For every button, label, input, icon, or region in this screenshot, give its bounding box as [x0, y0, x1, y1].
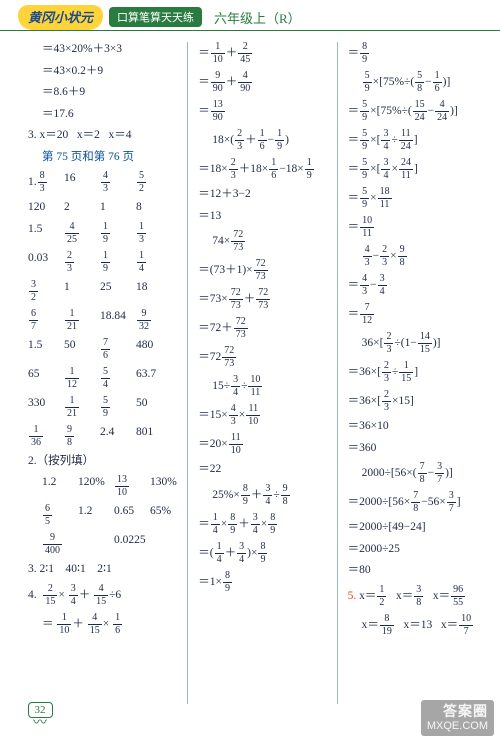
c2-eq: ＝18×23＋18×16−18×19	[198, 158, 336, 181]
grid-row: 67 121 18.84 932	[28, 309, 187, 332]
watermark: 答案圈 MXQE.COM	[421, 700, 494, 736]
c2-eq: 74×7273	[198, 230, 336, 253]
page-body: ＝43×20%＋3×3 ＝43×0.2＋9 ＝8.6＋9 ＝17.6 3. x＝…	[0, 34, 500, 704]
page-header: 黄冈小状元 口算笔算天天练 六年级上（R）	[0, 0, 500, 34]
c2-eq: ＝990＋490	[198, 71, 336, 94]
grid-row: 330 121 59 50	[28, 396, 187, 419]
c3-eq: ＝2000÷[56×78−56×37]	[348, 491, 486, 514]
item-3: 3. 2∶1 40∶1 2∶1	[28, 562, 187, 578]
grid-row: 120218	[28, 200, 187, 216]
item-number: 3.	[28, 563, 37, 575]
grid-row: 1.5 425 19 13	[28, 222, 187, 245]
c3-eq: ＝43−34	[348, 274, 486, 297]
c3-eq: ＝1011	[348, 216, 486, 239]
item-5: 5. x＝12 x＝38 x＝9655	[348, 585, 486, 608]
header-underline	[0, 30, 500, 31]
item-number: 5.	[348, 590, 357, 602]
c2-eq: ＝110＋245	[198, 42, 336, 65]
c3-eq: ＝2000÷25	[348, 542, 486, 558]
c3-eq: 59×[75%÷(58−16)]	[348, 71, 486, 94]
grid-row: 65 112 54 63.7	[28, 367, 187, 390]
column-3: ＝89 59×[75%÷(58−16)] ＝59×[75%÷(1524−424)…	[337, 42, 486, 704]
column-2: ＝110＋245 ＝990＋490 ＝1390 18×(23＋16−19) ＝1…	[187, 42, 336, 704]
grid-row: 1.2120% 1310 130%	[28, 475, 187, 498]
page-number: 32 〰	[20, 700, 60, 728]
grid-row: 65 1.20.6565%	[28, 504, 187, 527]
c2-eq: ＝22	[198, 462, 336, 478]
watermark-url: MXQE.COM	[427, 720, 488, 732]
page-ref: 第 75 页和第 76 页	[28, 150, 187, 166]
c3-eq: ＝59×1811	[348, 187, 486, 210]
series-title: 黄冈小状元	[18, 5, 103, 30]
c2-eq: 18×(23＋16−19)	[198, 129, 336, 152]
c3-eq: ＝59×[34×2411]	[348, 158, 486, 181]
grid-row: 32 12518	[28, 280, 187, 303]
c2-eq: ＝727273	[198, 346, 336, 369]
grid-row: 1.550 76 480	[28, 338, 187, 361]
c1-eq: ＝ 110＋ 415× 16	[28, 613, 187, 636]
c1-eq: ＝8.6＋9	[28, 85, 187, 101]
c3-eq: ＝59×[34÷1124]	[348, 129, 486, 152]
c2-eq: ＝1390	[198, 100, 336, 123]
c3-eq: ＝2000÷[49−24]	[348, 520, 486, 536]
c3-eq: 2000÷[56×(78−37)]	[348, 462, 486, 485]
c3-eq: ＝36×10	[348, 419, 486, 435]
c3-eq: ＝36×[23÷115]	[348, 361, 486, 384]
c3-eq: 36×[23÷(1−1415)]	[348, 332, 486, 355]
c1-eq: ＝17.6	[28, 107, 187, 123]
c1-p3: 3. x＝20 x＝2 x＝4	[28, 128, 187, 144]
item-number: 4.	[28, 589, 37, 601]
c2-eq: ＝(73＋1)×7273	[198, 259, 336, 282]
c3-eq: ＝36×[23×15]	[348, 390, 486, 413]
watermark-brand: 答案圈	[427, 703, 488, 720]
c2-eq: ＝14×89＋34×89	[198, 513, 336, 536]
c2-eq: ＝13	[198, 209, 336, 225]
grid-row: 1.83 16 43 52	[28, 171, 187, 194]
c2-eq: 15÷34÷1011	[198, 375, 336, 398]
grade-label: 六年级上（R）	[214, 8, 301, 27]
c2-eq: ＝12＋3−2	[198, 187, 336, 203]
c2-eq: ＝1×89	[198, 571, 336, 594]
item-number: 3.	[28, 129, 37, 141]
c2-eq: 25%×89＋34÷98	[198, 484, 336, 507]
c3-eq: ＝59×[75%÷(1524−424)]	[348, 100, 486, 123]
val: x＝2	[77, 129, 100, 141]
item-number: 1.	[28, 176, 37, 188]
val: x＝4	[109, 129, 132, 141]
c2-eq: ＝72＋7273	[198, 317, 336, 340]
val: 16	[64, 171, 100, 194]
c2-eq: ＝73×7273＋7273	[198, 288, 336, 311]
item-2-label: 2.（按列填）	[28, 454, 187, 470]
column-1: ＝43×20%＋3×3 ＝43×0.2＋9 ＝8.6＋9 ＝17.6 3. x＝…	[28, 42, 187, 704]
c3-eq: ＝712	[348, 303, 486, 326]
page-ornament: 〰	[20, 720, 60, 728]
c1-eq: ＝43×20%＋3×3	[28, 42, 187, 58]
c3-eq: 43−23×98	[348, 245, 486, 268]
c3-eq: x＝819 x＝13 x＝107	[348, 614, 486, 637]
c3-eq: ＝89	[348, 42, 486, 65]
grid-row: 0.03 23 19 14	[28, 251, 187, 274]
c2-eq: ＝20×1110	[198, 433, 336, 456]
item-4: 4. 215× 34＋ 415÷6	[28, 584, 187, 607]
grid-row: 136 98 2.4801	[28, 425, 187, 448]
c1-eq: ＝43×0.2＋9	[28, 64, 187, 80]
book-subtitle: 口算笔算天天练	[109, 7, 202, 27]
c2-eq: ＝(14＋34)×89	[198, 542, 336, 565]
val: x＝20	[40, 129, 69, 141]
c2-eq: ＝15×43×1110	[198, 404, 336, 427]
c3-eq: ＝80	[348, 563, 486, 579]
grid-row: 9400 0.0225	[28, 533, 187, 556]
c3-eq: ＝360	[348, 441, 486, 457]
